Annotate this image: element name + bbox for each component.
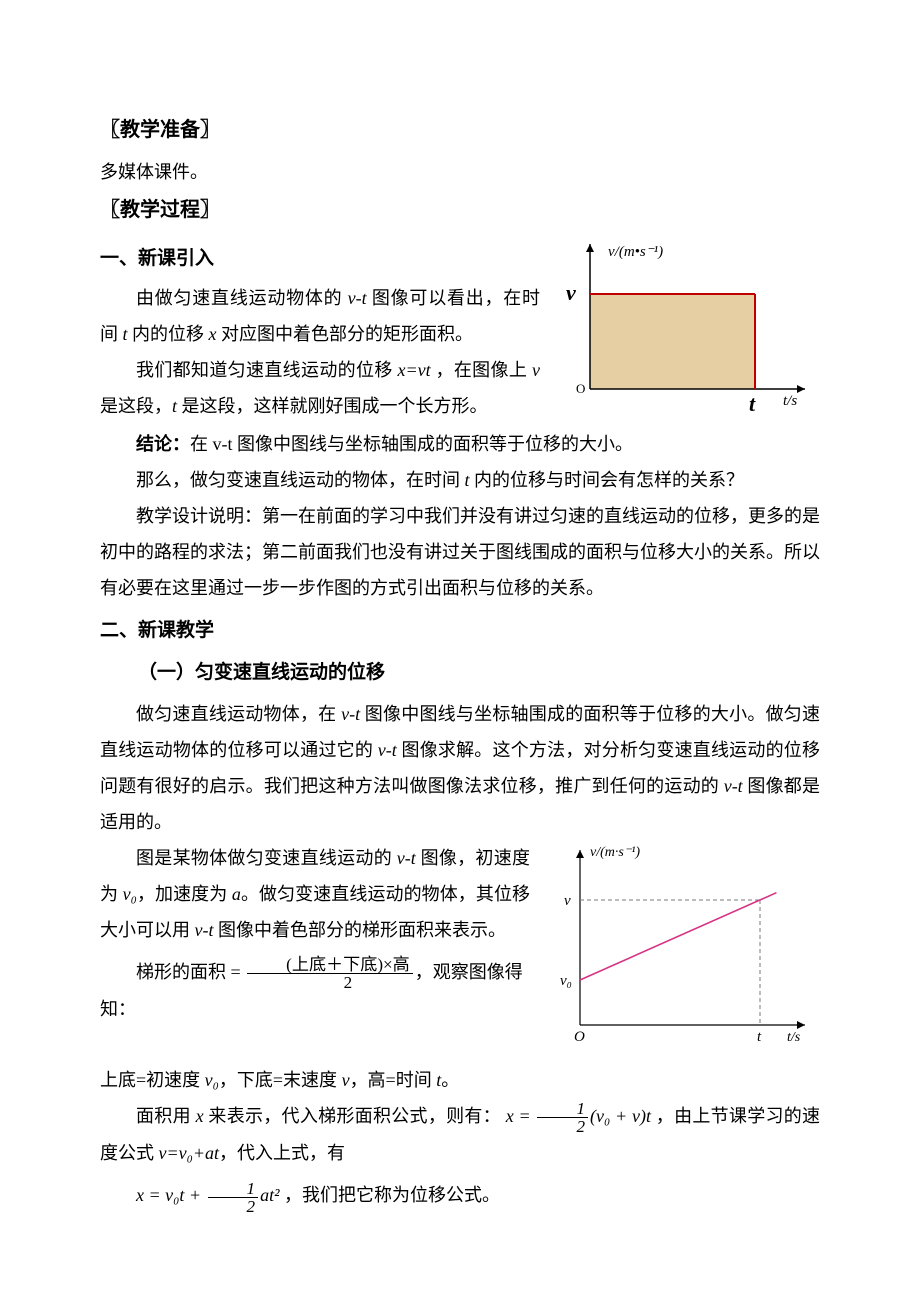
svg-text:v/(m·s⁻¹): v/(m·s⁻¹) bbox=[590, 845, 640, 860]
frac-num: 1 bbox=[208, 1180, 259, 1198]
text: 上底=初速度 bbox=[100, 1070, 205, 1090]
svg-text:O: O bbox=[574, 1029, 585, 1045]
svg-text:v: v bbox=[564, 893, 571, 909]
frac-num: 1 bbox=[537, 1100, 588, 1118]
text: ，代入上式，有 bbox=[219, 1143, 345, 1163]
figure-2: v/(m·s⁻¹) t/s v v₀ t O bbox=[540, 840, 820, 1062]
text: 。 bbox=[441, 1070, 459, 1090]
text: 是这段， bbox=[100, 396, 172, 416]
text: ，高=时间 bbox=[350, 1070, 437, 1090]
svg-text:v₀: v₀ bbox=[560, 973, 572, 989]
svg-text:O: O bbox=[576, 381, 585, 396]
frac-num: (上底＋下底)×高 bbox=[247, 956, 413, 974]
text: 我们都知道匀速直线运动的位移 bbox=[136, 360, 398, 380]
sym-x: x bbox=[196, 1106, 204, 1126]
text: 对应图中着色部分的矩形面积。 bbox=[217, 324, 474, 344]
frac-trap: (上底＋下底)×高 2 bbox=[247, 956, 413, 991]
frac-den: 2 bbox=[247, 974, 413, 991]
sym-vt: v-t bbox=[341, 704, 360, 724]
para-3: 那么，做匀变速直线运动的物体，在时间 t 内的位移与时间会有怎样的关系？ bbox=[100, 462, 820, 498]
sym-v: v bbox=[342, 1070, 350, 1090]
para-7: 上底=初速度 v₀，下底=末速度 v，高=时间 t。 bbox=[100, 1062, 820, 1098]
text: 图是某物体做匀变速直线运动的 bbox=[136, 848, 397, 868]
frac-half2: 1 2 bbox=[208, 1180, 259, 1215]
text: ，在图像上 bbox=[431, 360, 532, 380]
text: x = bbox=[506, 1106, 531, 1126]
svg-text:t/s: t/s bbox=[783, 393, 797, 409]
frac-den: 2 bbox=[208, 1198, 259, 1215]
heading-process: 〖教学过程〗 bbox=[100, 190, 820, 230]
text: 由做匀速直线运动物体的 bbox=[136, 288, 348, 308]
conclusion-body: 在 v-t 图像中图线与坐标轴围成的面积等于位移的大小。 bbox=[190, 434, 633, 454]
para-2: 我们都知道匀速直线运动的位移 x=vt ，在图像上 v 是这段，t 是这段，这样… bbox=[100, 352, 540, 424]
para-6: 图是某物体做匀变速直线运动的 v-t 图像，初速度为 v₀，加速度为 a。做匀变… bbox=[100, 840, 530, 948]
sym-v0: v₀ bbox=[205, 1070, 219, 1090]
frac-half: 1 2 bbox=[537, 1100, 588, 1135]
text: x = bbox=[136, 1185, 161, 1205]
sym-xeqvt: x=vt bbox=[398, 360, 431, 380]
text: v₀t + bbox=[165, 1185, 201, 1205]
svg-text:v: v bbox=[566, 280, 576, 305]
para-5: 做匀速直线运动物体，在 v-t 图像中图线与坐标轴围成的面积等于位移的大小。做匀… bbox=[100, 696, 820, 840]
text: ，加速度为 bbox=[137, 884, 232, 904]
para-8: 面积用 x 来表示，代入梯形面积公式，则有： x = 1 2 (v₀ + v)t… bbox=[100, 1098, 820, 1171]
heading-prep: 〖教学准备〗 bbox=[100, 110, 820, 150]
text: 内的位移 bbox=[128, 324, 209, 344]
eq-name: ，我们把它称为位移公式。 bbox=[284, 1185, 500, 1205]
text: 图像中着色部分的梯形面积来表示。 bbox=[213, 920, 506, 940]
sym-veq: v=v₀+at bbox=[159, 1143, 220, 1163]
sym-vt: v-t bbox=[397, 848, 416, 868]
sym-vt: v-t bbox=[195, 920, 214, 940]
svg-text:t/s: t/s bbox=[787, 1030, 801, 1045]
text: 来表示，代入梯形面积公式，则有： bbox=[204, 1106, 501, 1126]
sym-x: x bbox=[209, 324, 217, 344]
sym-v: v bbox=[532, 360, 540, 380]
eq-body: x = v₀t + 1 2 at² bbox=[136, 1185, 284, 1205]
svg-text:t: t bbox=[749, 391, 756, 414]
sym-vt: v-t bbox=[348, 288, 367, 308]
prep-body: 多媒体课件。 bbox=[100, 154, 820, 190]
eq-trapezoid: 梯形的面积 = (上底＋下底)×高 2 ，观察图像得知： bbox=[100, 954, 530, 1027]
para-1: 由做匀速直线运动物体的 v-t 图像可以看出，在时间 t 内的位移 x 对应图中… bbox=[100, 280, 540, 352]
para-conclusion: 结论：在 v-t 图像中图线与坐标轴围成的面积等于位移的大小。 bbox=[100, 426, 820, 462]
para-4: 教学设计说明：第一在前面的学习中我们并没有讲过匀速的直线运动的位移，更多的是初中… bbox=[100, 498, 820, 606]
text: at² bbox=[260, 1185, 279, 1205]
sym-a: a bbox=[232, 884, 241, 904]
sym-vt: v-t bbox=[724, 776, 743, 796]
heading-sec1: 一、新课引入 bbox=[100, 240, 540, 278]
text: 内的位移与时间会有怎样的关系？ bbox=[470, 470, 745, 490]
text: 那么，做匀变速直线运动的物体，在时间 bbox=[136, 470, 465, 490]
conclusion-label: 结论： bbox=[136, 434, 190, 454]
text: ，下底=末速度 bbox=[219, 1070, 342, 1090]
frac-den: 2 bbox=[537, 1118, 588, 1135]
svg-text:t: t bbox=[757, 1029, 762, 1045]
figure-1: v/(m•s⁻¹) t/s v t O bbox=[550, 234, 820, 426]
text: 做匀速直线运动物体，在 bbox=[136, 704, 341, 724]
heading-sub1: （一）匀变速直线运动的位移 bbox=[100, 654, 820, 692]
text: 是这段，这样就刚好围成一个长方形。 bbox=[177, 396, 488, 416]
sym-v0: v₀ bbox=[123, 884, 137, 904]
text: 面积用 bbox=[136, 1106, 196, 1126]
sym-vt: v-t bbox=[378, 740, 397, 760]
eq-displacement: x = v₀t + 1 2 at² ，我们把它称为位移公式。 bbox=[100, 1177, 820, 1214]
heading-sec2: 二、新课教学 bbox=[100, 612, 820, 650]
svg-text:v/(m•s⁻¹): v/(m•s⁻¹) bbox=[608, 244, 663, 260]
trap-label: 梯形的面积 bbox=[136, 962, 226, 982]
eq-x-half: x = 1 2 (v₀ + v)t bbox=[506, 1106, 656, 1126]
text: (v₀ + v)t bbox=[590, 1106, 651, 1126]
